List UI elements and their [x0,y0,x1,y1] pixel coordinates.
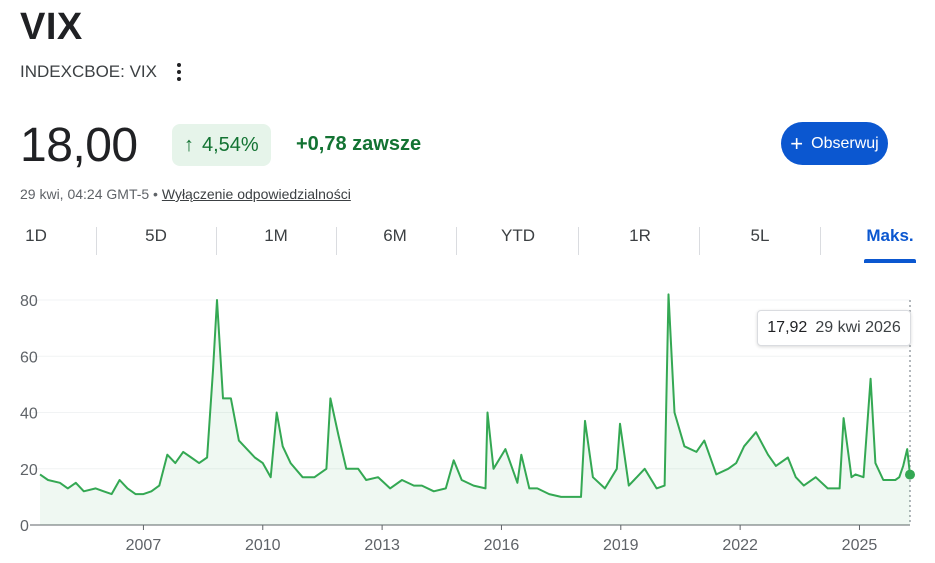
x-tick-label: 2025 [842,537,878,554]
range-divider [820,227,821,255]
x-tick-label: 2022 [722,537,758,554]
range-divider [699,227,700,255]
y-tick-label: 0 [20,518,29,535]
follow-label: Obserwuj [811,134,879,152]
range-tab-5l[interactable]: 5L [750,226,770,245]
range-tab-5d[interactable]: 5D [145,226,167,245]
tooltip-date: 29 kwi 2026 [815,319,901,336]
exchange-label: INDEXCBOE: VIX [20,62,187,82]
range-tab-1d[interactable]: 1D [25,226,47,245]
quote-meta: 29 kwi, 04:24 GMT-5 • Wyłączenie odpowie… [20,186,351,202]
y-tick-label: 80 [20,293,38,310]
x-axis-labels: 2007 2010 2013 2016 2019 2022 2025 [126,525,878,554]
arrow-up-icon: ↑ [184,133,194,156]
range-tab-max[interactable]: Maks. [866,226,914,245]
change-absolute: +0,78 zawsze [296,133,422,155]
price-line [39,293,911,498]
change-percent-value: 4,54% [202,133,259,156]
more-options-icon[interactable] [171,62,187,82]
price-area-fill [40,294,910,525]
x-tick-label: 2016 [484,537,520,554]
plus-icon: + [790,130,804,156]
range-selector: 1D 5D 1M 6M YTD 1R 5L Maks. [0,226,935,263]
active-range-indicator [864,259,916,263]
range-divider [456,227,457,255]
x-tick-label: 2007 [126,537,162,554]
tooltip-value: 17,92 [767,319,808,336]
change-percent-badge: ↑ 4,54% [172,124,271,166]
x-tick-label: 2010 [245,537,281,554]
range-divider [96,227,97,255]
disclaimer-link[interactable]: Wyłączenie odpowiedzialności [161,186,351,202]
y-tick-label: 40 [20,406,38,423]
y-tick-label: 60 [20,349,38,366]
ticker-title: VIX [20,6,83,48]
chart-tooltip: 17,92 29 kwi 2026 [757,310,911,346]
range-tab-ytd[interactable]: YTD [501,226,535,245]
x-tick-label: 2013 [364,537,400,554]
y-tick-label: 20 [20,462,38,479]
latest-point-marker [905,469,915,480]
range-tab-1r[interactable]: 1R [629,226,651,245]
quote-timestamp: 29 kwi, 04:24 GMT-5 • [20,186,158,202]
range-tab-1m[interactable]: 1M [264,226,288,245]
range-divider [216,227,217,255]
x-tick-label: 2019 [603,537,639,554]
range-divider [578,227,579,255]
range-divider [336,227,337,255]
exchange-text: INDEXCBOE: VIX [20,62,157,81]
follow-button[interactable]: + Obserwuj [781,122,888,165]
chart-grid [30,299,910,526]
range-tab-6m[interactable]: 6M [383,226,407,245]
current-price: 18,00 [20,119,138,172]
y-axis-labels: 0 20 40 60 80 [20,293,38,535]
